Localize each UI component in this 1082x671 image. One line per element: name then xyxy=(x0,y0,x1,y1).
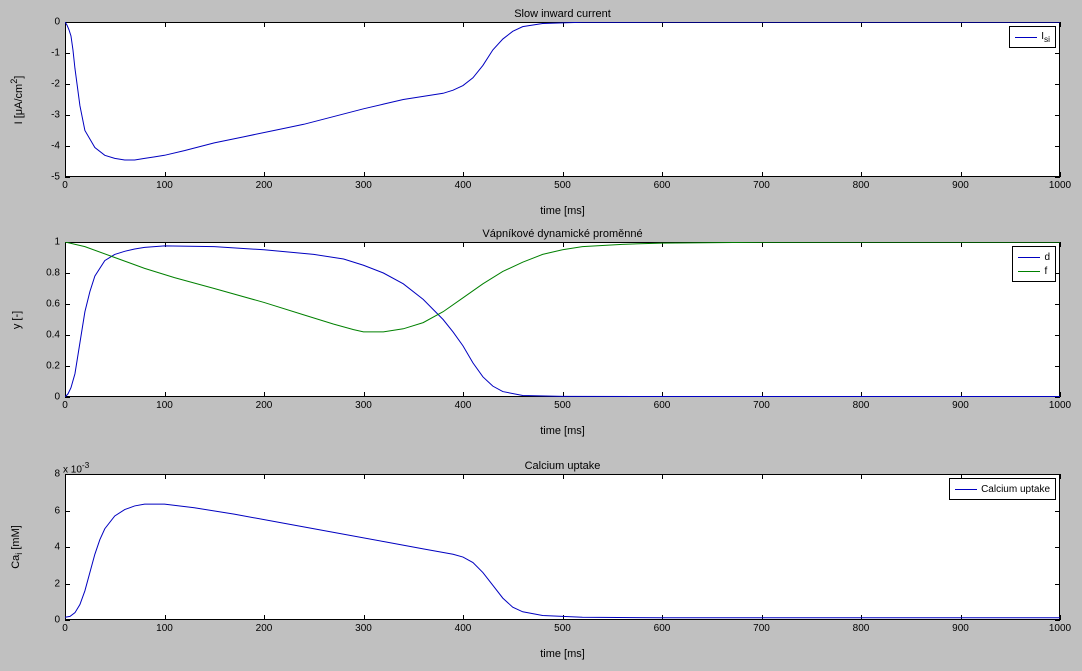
legend-label: Isi xyxy=(1041,31,1050,44)
x-tick-mark xyxy=(1060,474,1061,479)
legend-entry: Isi xyxy=(1015,30,1050,44)
x-tick-mark xyxy=(1060,22,1061,27)
x-tick-label: 500 xyxy=(554,400,571,411)
series-I_si xyxy=(65,22,1060,160)
y-tick-label: 0 xyxy=(35,615,60,626)
y-tick-label: -4 xyxy=(35,141,60,152)
y-tick-label: 8 xyxy=(35,469,60,480)
x-tick-mark xyxy=(1060,172,1061,177)
x-tick-label: 100 xyxy=(156,400,173,411)
legend: df xyxy=(1012,246,1056,282)
legend-line-icon xyxy=(1018,257,1040,258)
x-tick-label: 600 xyxy=(654,623,671,634)
plot-svg xyxy=(65,474,1060,620)
y-tick-mark xyxy=(1055,177,1060,178)
x-tick-label: 600 xyxy=(654,180,671,191)
y-tick-label: -5 xyxy=(35,172,60,183)
y-tick-label: -1 xyxy=(35,48,60,59)
legend: Calcium uptake xyxy=(949,478,1056,500)
y-tick-label: -2 xyxy=(35,79,60,90)
x-tick-label: 800 xyxy=(853,400,870,411)
y-axis-label: Cai [mM] xyxy=(10,525,24,569)
series-f xyxy=(65,242,1060,332)
x-tick-label: 0 xyxy=(62,180,68,191)
series-Calcium uptake xyxy=(65,504,1060,618)
x-tick-label: 300 xyxy=(355,180,372,191)
x-axis-label: time [ms] xyxy=(540,648,585,660)
chart-title: Vápníkové dynamické proměnné xyxy=(482,228,642,240)
x-tick-label: 800 xyxy=(853,623,870,634)
x-tick-label: 400 xyxy=(455,623,472,634)
x-tick-label: 300 xyxy=(355,400,372,411)
x-tick-label: 200 xyxy=(256,400,273,411)
x-tick-label: 900 xyxy=(952,623,969,634)
y-tick-label: 0.6 xyxy=(35,299,60,310)
x-tick-label: 200 xyxy=(256,180,273,191)
legend-entry: f xyxy=(1018,264,1050,278)
y-axis-label: y [-] xyxy=(11,310,23,328)
y-tick-label: 0 xyxy=(35,392,60,403)
x-tick-label: 900 xyxy=(952,400,969,411)
x-axis-label: time [ms] xyxy=(540,425,585,437)
y-tick-label: 1 xyxy=(35,237,60,248)
x-tick-label: 300 xyxy=(355,623,372,634)
x-tick-label: 1000 xyxy=(1049,623,1071,634)
x-tick-label: 900 xyxy=(952,180,969,191)
x-tick-label: 500 xyxy=(554,623,571,634)
x-tick-label: 700 xyxy=(753,623,770,634)
chart-title: Calcium uptake xyxy=(525,460,601,472)
x-tick-label: 1000 xyxy=(1049,180,1071,191)
x-tick-label: 1000 xyxy=(1049,400,1071,411)
x-tick-label: 400 xyxy=(455,180,472,191)
y-axis-label: I [μA/cm2] xyxy=(9,75,25,124)
x-tick-label: 700 xyxy=(753,400,770,411)
legend-label: Calcium uptake xyxy=(981,484,1050,495)
y-tick-mark xyxy=(1055,620,1060,621)
y-tick-label: 6 xyxy=(35,505,60,516)
chart-title: Slow inward current xyxy=(514,8,611,20)
y-tick-mark xyxy=(1055,397,1060,398)
x-tick-label: 400 xyxy=(455,400,472,411)
y-tick-mark xyxy=(65,620,70,621)
x-tick-label: 100 xyxy=(156,180,173,191)
x-tick-label: 200 xyxy=(256,623,273,634)
x-tick-label: 0 xyxy=(62,623,68,634)
y-tick-label: 0.2 xyxy=(35,361,60,372)
y-tick-mark xyxy=(65,177,70,178)
x-tick-mark xyxy=(1060,392,1061,397)
plot-svg xyxy=(65,22,1060,177)
y-tick-mark xyxy=(65,397,70,398)
plot-svg xyxy=(65,242,1060,397)
y-tick-label: 4 xyxy=(35,542,60,553)
x-axis-label: time [ms] xyxy=(540,205,585,217)
x-tick-label: 800 xyxy=(853,180,870,191)
x-tick-label: 500 xyxy=(554,180,571,191)
y-tick-label: 0.4 xyxy=(35,330,60,341)
x-tick-label: 100 xyxy=(156,623,173,634)
series-d xyxy=(65,246,1060,397)
x-tick-mark xyxy=(1060,242,1061,247)
x-tick-mark xyxy=(1060,615,1061,620)
y-tick-label: 2 xyxy=(35,578,60,589)
x-tick-label: 700 xyxy=(753,180,770,191)
legend-label: d xyxy=(1044,252,1050,263)
legend-line-icon xyxy=(1018,271,1040,272)
legend-line-icon xyxy=(955,489,977,490)
x-tick-label: 0 xyxy=(62,400,68,411)
legend-entry: Calcium uptake xyxy=(955,482,1050,496)
legend-entry: d xyxy=(1018,250,1050,264)
y-tick-label: 0.8 xyxy=(35,268,60,279)
y-tick-label: 0 xyxy=(35,17,60,28)
x-tick-label: 600 xyxy=(654,400,671,411)
y-tick-label: -3 xyxy=(35,110,60,121)
legend-line-icon xyxy=(1015,37,1037,38)
legend: Isi xyxy=(1009,26,1056,48)
legend-label: f xyxy=(1044,266,1047,277)
